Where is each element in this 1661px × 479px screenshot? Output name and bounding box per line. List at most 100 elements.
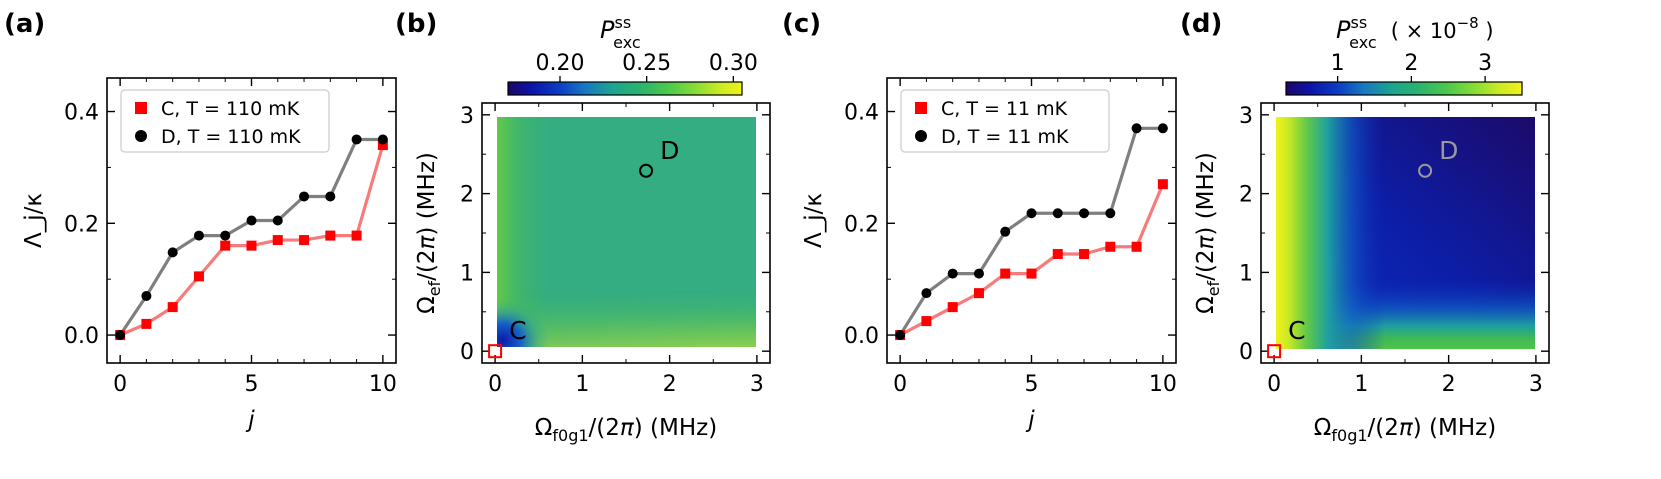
series-line-0 (119, 144, 385, 337)
data-point-square (1052, 249, 1063, 260)
point-d-label: D (660, 136, 679, 165)
data-point-circle (115, 330, 126, 341)
data-point-circle (921, 288, 932, 299)
legend-marker-square (915, 102, 927, 114)
y-axis-label: Ωef/(2π) (MHz) (414, 152, 444, 314)
colorbar-b-title: Pss exc (600, 13, 641, 52)
y-tick-label: 1 (1239, 261, 1253, 286)
point-d-marker (1418, 163, 1433, 178)
y-tick-label: 0.4 (64, 101, 99, 126)
y-tick-label: 0.0 (844, 324, 879, 349)
y-axis-label: Λ_j/κ (21, 193, 47, 248)
series-line-0 (899, 183, 1165, 337)
legend-frame (120, 89, 330, 153)
data-point-circle (895, 330, 906, 341)
y-tick-label: 0 (460, 340, 474, 365)
data-point-square (1157, 179, 1168, 190)
data-point-circle (193, 230, 204, 241)
data-point-circle (220, 230, 231, 241)
data-point-square (141, 318, 152, 329)
x-tick-label: 3 (1529, 372, 1543, 397)
data-point-square (1079, 249, 1090, 260)
colorbar-d-title: Pss exc( × 10−8 ) (1336, 13, 1494, 52)
data-point-square (272, 235, 283, 246)
legend-frame (900, 89, 1110, 153)
data-point-circle (377, 134, 388, 145)
colorbar-tick-label: 0.25 (622, 51, 671, 76)
x-tick-label: 5 (1025, 372, 1039, 397)
y-tick-label: 0.4 (844, 101, 879, 126)
data-point-circle (272, 215, 283, 226)
series-line-1 (118, 137, 383, 336)
x-tick-label: 0 (488, 372, 502, 397)
legend: C, T = 11 mK D, T = 11 mK (900, 89, 1110, 153)
data-point-square (921, 316, 932, 327)
data-point-square (246, 240, 257, 251)
data-point-circle (1157, 123, 1168, 134)
panel-d: 0 1 2 3 0 1 2 3 Ωf0g1/(2π) (MHz) Ωef/(2π) (MHz) 1… (1193, 13, 1550, 445)
x-tick-label: 0 (113, 372, 127, 397)
data-point-square (1105, 241, 1116, 252)
data-point-square (351, 230, 362, 241)
legend-marker-circle (135, 130, 147, 142)
data-point-square (973, 288, 984, 299)
data-point-circle (1131, 123, 1142, 134)
y-axis-label: Λ_j/κ (801, 193, 827, 248)
panel-label-b: (b) (395, 9, 437, 39)
panel-b: 0 1 2 3 0 1 2 3 Ωf0g1/(2π) (MHz) Ωef/(2π) (MHz) 0… (414, 13, 771, 445)
data-point-square (947, 302, 958, 313)
legend-entry: C, T = 11 mK (941, 98, 1068, 120)
panel-label-c: (c) (782, 9, 821, 39)
data-point-square (1131, 241, 1142, 252)
data-point-circle (1052, 208, 1063, 219)
colorbar-tick-label: 0.30 (709, 51, 758, 76)
x-tick-label: 10 (369, 372, 397, 397)
x-tick-label: 3 (750, 372, 764, 397)
x-axis-label: j (1025, 407, 1035, 433)
legend-entry: D, T = 110 mK (161, 126, 301, 148)
panel-a: 0 5 10 0.0 0.2 0.4 j Λ_j/κ C, T = 110 mK D, T = 1… (21, 77, 397, 433)
y-tick-label: 0.0 (64, 324, 99, 349)
data-point-circle (351, 134, 362, 145)
data-point-circle (167, 247, 178, 258)
colorbar-d (1285, 81, 1523, 96)
x-tick-label: 0 (1267, 372, 1281, 397)
data-point-circle (973, 268, 984, 279)
data-point-circle (325, 191, 336, 202)
x-axis-label: Ωf0g1/(2π) (MHz) (1314, 415, 1496, 445)
x-axis-label: j (245, 407, 255, 433)
y-tick-label: 2 (460, 183, 474, 208)
legend-entry: D, T = 11 mK (941, 126, 1069, 148)
colorbar-tick-label: 3 (1478, 51, 1492, 76)
x-tick-label: 0 (893, 372, 907, 397)
colorbar-tick-label: 0.20 (536, 51, 585, 76)
data-point-circle (1000, 226, 1011, 237)
legend-marker-square (135, 102, 147, 114)
legend-entry: C, T = 110 mK (161, 98, 300, 120)
heatmap-d-left-band (1276, 117, 1535, 349)
x-tick-label: 10 (1149, 372, 1177, 397)
point-d-label: D (1439, 136, 1458, 165)
data-point-square (1026, 268, 1037, 279)
data-point-square (193, 271, 204, 282)
point-d-marker (639, 163, 654, 178)
point-c-label: C (509, 316, 526, 345)
colorbar-tick-label: 1 (1331, 51, 1345, 76)
y-axis-label: Ωef/(2π) (MHz) (1193, 152, 1223, 314)
data-point-square (299, 235, 310, 246)
legend-marker-circle (915, 130, 927, 142)
heatmap-b-corner-dip (497, 117, 756, 347)
panel-label-a: (a) (4, 9, 45, 39)
y-tick-label: 1 (460, 261, 474, 286)
y-tick-label: 3 (1239, 104, 1253, 129)
data-point-circle (299, 191, 310, 202)
point-c-marker (488, 344, 503, 359)
y-tick-label: 2 (1239, 183, 1253, 208)
x-tick-label: 1 (575, 372, 589, 397)
data-point-circle (947, 268, 958, 279)
colorbar-b (507, 81, 743, 96)
x-tick-label: 5 (245, 372, 259, 397)
y-tick-label: 0 (1239, 340, 1253, 365)
data-point-circle (141, 290, 152, 301)
